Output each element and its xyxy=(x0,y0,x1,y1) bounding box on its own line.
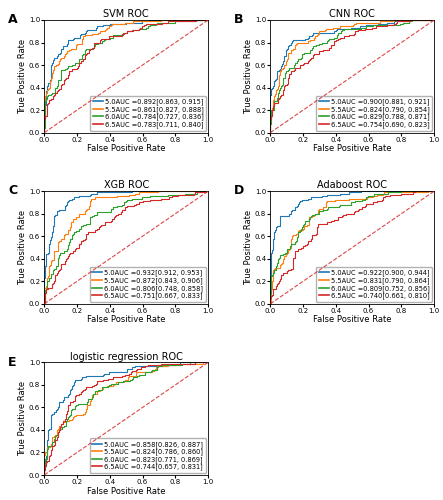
Legend: 5.0AUC =0.922[0.900, 0.944], 5.5AUC =0.831[0.790, 0.864], 6.0AUC =0.809[0.752, 0: 5.0AUC =0.922[0.900, 0.944], 5.5AUC =0.8… xyxy=(316,267,432,302)
X-axis label: False Positive Rate: False Positive Rate xyxy=(313,316,392,324)
Text: C: C xyxy=(8,184,17,198)
Title: logistic regression ROC: logistic regression ROC xyxy=(70,352,183,362)
Title: SVM ROC: SVM ROC xyxy=(103,9,149,19)
Text: E: E xyxy=(8,356,17,368)
Legend: 5.0AUC =0.932[0.912, 0.953], 5.5AUC =0.872[0.843, 0.906], 6.0AUC =0.806[0.748, 0: 5.0AUC =0.932[0.912, 0.953], 5.5AUC =0.8… xyxy=(90,267,206,302)
X-axis label: False Positive Rate: False Positive Rate xyxy=(87,144,165,153)
Y-axis label: True Positive Rate: True Positive Rate xyxy=(245,210,253,285)
Legend: 5.0AUC =0.858[0.826, 0.887], 5.5AUC =0.824[0.786, 0.860], 6.0AUC =0.823[0.771, 0: 5.0AUC =0.858[0.826, 0.887], 5.5AUC =0.8… xyxy=(90,438,206,473)
Y-axis label: True Positive Rate: True Positive Rate xyxy=(245,38,253,114)
Y-axis label: True Positive Rate: True Positive Rate xyxy=(19,210,27,285)
Text: D: D xyxy=(234,184,245,198)
X-axis label: False Positive Rate: False Positive Rate xyxy=(313,144,392,153)
Y-axis label: True Positive Rate: True Positive Rate xyxy=(19,38,27,114)
X-axis label: False Positive Rate: False Positive Rate xyxy=(87,486,165,496)
X-axis label: False Positive Rate: False Positive Rate xyxy=(87,316,165,324)
Title: XGB ROC: XGB ROC xyxy=(104,180,149,190)
Legend: 5.0AUC =0.892[0.863, 0.915], 5.5AUC =0.861[0.827, 0.888], 6.0AUC =0.784[0.727, 0: 5.0AUC =0.892[0.863, 0.915], 5.5AUC =0.8… xyxy=(90,96,206,130)
Y-axis label: True Positive Rate: True Positive Rate xyxy=(19,381,27,456)
Text: B: B xyxy=(234,13,244,26)
Text: A: A xyxy=(8,13,18,26)
Legend: 5.0AUC =0.900[0.881, 0.921], 5.5AUC =0.824[0.790, 0.854], 6.0AUC =0.829[0.788, 0: 5.0AUC =0.900[0.881, 0.921], 5.5AUC =0.8… xyxy=(316,96,432,130)
Title: Adaboost ROC: Adaboost ROC xyxy=(317,180,387,190)
Title: CNN ROC: CNN ROC xyxy=(329,9,375,19)
